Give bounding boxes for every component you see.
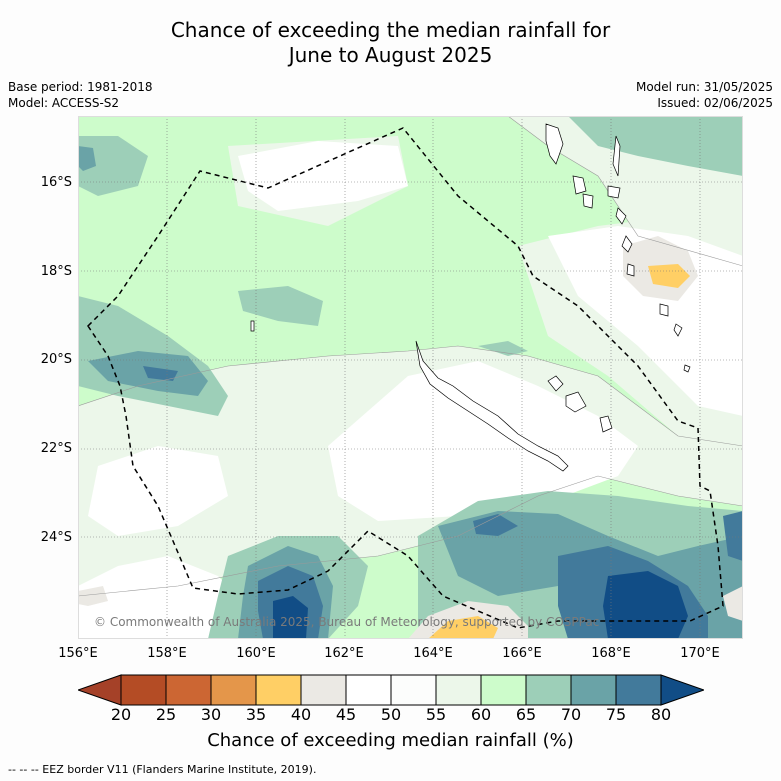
colorbar-tick-label: 70 (560, 705, 582, 724)
region-35-40-south (428, 616, 498, 639)
vanuatu-island-4 (582, 193, 594, 209)
colorbar-tick-label: 55 (425, 705, 447, 724)
eez-border (87, 127, 724, 629)
region-80-plus-south (273, 596, 308, 639)
rainfall-map: © Commonwealth of Australia 2025, Bureau… (78, 116, 743, 639)
vanuatu-island-5 (607, 185, 621, 199)
contour-lines (78, 116, 743, 597)
vanuatu-island-10 (673, 323, 683, 337)
lat-label-22s: 22°S (40, 441, 72, 456)
region-45-55-west (88, 446, 228, 536)
region-65-70-nw (78, 136, 148, 196)
run-info: Model run: 31/05/2025 Issued: 02/06/2025 (636, 79, 773, 111)
map-title: Chance of exceeding the median rainfall … (0, 18, 781, 68)
model-info: Base period: 1981-2018 Model: ACCESS-S2 (8, 79, 153, 111)
base-period: Base period: 1981-2018 (8, 80, 153, 94)
islet-1 (250, 320, 255, 332)
region-75-80-east (723, 511, 743, 561)
region-45-55-central (328, 361, 638, 521)
colorbar-cells (120, 674, 662, 706)
colorbar-tick-label: 60 (470, 705, 492, 724)
region-75-80-west (143, 366, 178, 381)
title-line-1: Chance of exceeding the median rainfall … (170, 18, 611, 42)
loyalty-island-1 (547, 375, 564, 392)
lon-label-170e: 170°E (680, 646, 720, 661)
region-80-plus-southeast (603, 571, 688, 639)
lon-label-162e: 162°E (324, 646, 364, 661)
lon-label-168e: 168°E (591, 646, 631, 661)
colorbar-tick-label: 40 (290, 705, 312, 724)
lon-label-166e: 166°E (502, 646, 542, 661)
colorbar-cell (525, 674, 572, 706)
model-name: Model: ACCESS-S2 (8, 96, 120, 110)
colorbar-cell (480, 674, 527, 706)
loyalty-island-3 (599, 415, 613, 433)
region-35-40-east (648, 264, 690, 288)
lat-label-18s: 18°S (40, 264, 72, 279)
vanuatu-island-3 (572, 175, 587, 195)
colorbar-cell (615, 674, 662, 706)
vanuatu-island-1 (545, 123, 564, 165)
colorbar-tick-label: 20 (110, 705, 132, 724)
graticule (78, 116, 743, 639)
region-65-70-central (238, 286, 323, 326)
colorbar-tick-label: 45 (335, 705, 357, 724)
region-40-45-southwest (78, 586, 108, 606)
colorbar-cell (435, 674, 482, 706)
colorbar-cell (345, 674, 392, 706)
lon-label-160e: 160°E (236, 646, 276, 661)
lat-label-16s: 16°S (40, 175, 72, 190)
colorbar-cell (570, 674, 617, 706)
coastlines (250, 123, 691, 472)
loyalty-island-2 (565, 391, 587, 413)
region-70-75-nw (78, 146, 96, 171)
colorbar-high-extension (660, 674, 704, 706)
colorbar-tick-label: 75 (605, 705, 627, 724)
lon-label-156e: 156°E (58, 646, 98, 661)
region-40-45-southeast-edge (723, 586, 743, 621)
lat-label-20s: 20°S (40, 352, 72, 367)
colorbar-tick-label: 25 (155, 705, 177, 724)
copyright-notice: © Commonwealth of Australia 2025, Bureau… (94, 615, 599, 629)
region-65-70-ne (568, 116, 743, 176)
colorbar-cell (390, 674, 437, 706)
colorbar-cell (210, 674, 257, 706)
lat-label-24s: 24°S (40, 530, 72, 545)
colorbar-cell (165, 674, 212, 706)
lon-label-164e: 164°E (413, 646, 453, 661)
vanuatu-island-8 (626, 263, 635, 277)
colorbar-tick-label: 65 (515, 705, 537, 724)
vanuatu-island-9 (659, 303, 669, 317)
colorbar-cell (255, 674, 302, 706)
new-caledonia-island (415, 340, 569, 472)
colorbar-tick-label: 80 (650, 705, 672, 724)
region-45-55-north (238, 141, 408, 211)
eez-legend: -- -- -- EEZ border V11 (Flanders Marine… (8, 763, 317, 776)
colorbar-tick-label: 35 (245, 705, 267, 724)
issued-date: Issued: 02/06/2025 (657, 96, 773, 110)
region-65-70-small (478, 341, 528, 356)
vanuatu-island-2 (612, 135, 621, 177)
vanuatu-island-7 (621, 235, 633, 253)
vanuatu-island-6 (615, 207, 627, 225)
region-75-80-central (473, 514, 518, 536)
colorbar-low-extension (78, 674, 122, 706)
colorbar-tick-label: 30 (200, 705, 222, 724)
title-line-2: June to August 2025 (288, 43, 493, 67)
colorbar-tick-label: 50 (380, 705, 402, 724)
colorbar (78, 674, 704, 706)
model-run: Model run: 31/05/2025 (635, 80, 773, 94)
vanuatu-island-11 (683, 364, 691, 373)
map-frame (78, 116, 743, 639)
lon-label-158e: 158°E (147, 646, 187, 661)
colorbar-label: Chance of exceeding median rainfall (%) (207, 730, 574, 751)
colorbar-cell (300, 674, 347, 706)
colorbar-cell (120, 674, 167, 706)
